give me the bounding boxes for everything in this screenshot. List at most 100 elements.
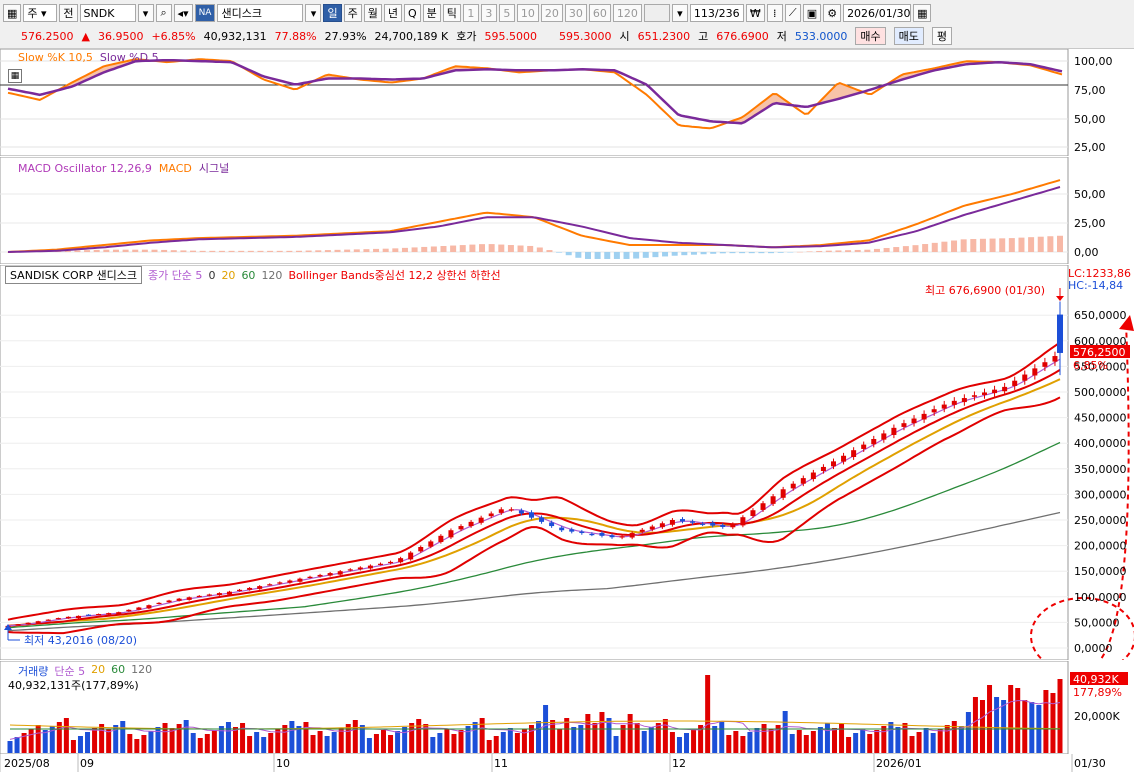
candle-body <box>649 526 655 530</box>
minute-button-1[interactable]: 1 <box>462 4 479 22</box>
volume-bar <box>979 700 985 753</box>
candle-body <box>1052 356 1058 362</box>
volume-bar <box>860 729 866 753</box>
period-button-quarter[interactable]: Q <box>403 4 421 22</box>
zoom-icon[interactable]: ₩ <box>745 4 765 22</box>
volume-bar <box>648 727 654 753</box>
minute-custom-input[interactable] <box>643 4 670 22</box>
sell-button[interactable]: 매도 <box>893 27 924 45</box>
layout-icon[interactable]: ▦ <box>3 4 22 22</box>
table-toggle-icon[interactable]: ▦ <box>8 69 22 83</box>
candle-body <box>377 563 383 565</box>
volume-bar <box>747 732 753 753</box>
name-input[interactable]: 샌디스크 <box>217 4 304 22</box>
gear-icon[interactable]: ⚙ <box>823 4 842 22</box>
volume-bar <box>430 737 436 753</box>
volume-value: 40,932,131 <box>203 29 267 43</box>
macd-osc-bar <box>806 251 813 252</box>
candle-body <box>96 614 102 616</box>
name-dropdown-icon[interactable]: ▾ <box>305 4 322 22</box>
calendar-icon[interactable]: ▦ <box>913 4 932 22</box>
price-grid <box>0 314 1068 649</box>
x-tick-label: 01/30 <box>1074 757 1106 770</box>
macd-osc-bar <box>960 239 967 252</box>
period-button-tick[interactable]: 틱 <box>442 4 461 22</box>
buy-button[interactable]: 매수 <box>855 27 886 45</box>
symbol-input[interactable]: SNDK <box>79 4 136 22</box>
candle-body <box>780 489 786 498</box>
macd-osc-bar <box>662 252 669 257</box>
candle-body <box>448 530 454 538</box>
candle-body <box>951 400 957 405</box>
volume-bar <box>388 735 394 753</box>
candle-body <box>750 510 756 516</box>
candle-body <box>327 573 333 576</box>
volume-bar <box>254 732 260 753</box>
candle-body <box>820 466 826 471</box>
volume-bar <box>987 685 993 753</box>
period-button-week[interactable]: 주 <box>343 4 362 22</box>
price-axis-label: 300,0000 <box>1074 488 1127 501</box>
volume-bar <box>472 722 478 753</box>
period-button-day[interactable]: 일 <box>323 4 342 22</box>
volume-bar <box>317 731 323 753</box>
market-select[interactable]: 주 ▾ <box>23 4 58 22</box>
volume-bar <box>698 725 704 753</box>
volume-bar <box>768 729 774 753</box>
candle-body <box>1042 362 1048 367</box>
volume-bar <box>395 731 401 753</box>
volume-bar <box>303 722 309 753</box>
symbol-dropdown-icon[interactable]: ▾ <box>137 4 154 22</box>
volume-ma5-line <box>9 700 1061 740</box>
period-button-minute[interactable]: 분 <box>422 4 441 22</box>
macd-osc-bar <box>488 244 495 252</box>
volume-bar <box>599 712 605 753</box>
minute-button-5[interactable]: 5 <box>498 4 515 22</box>
eval-button[interactable]: 평 <box>931 27 952 45</box>
minute-button-20[interactable]: 20 <box>540 4 563 22</box>
candle-body <box>881 433 887 440</box>
minute-button-3[interactable]: 3 <box>480 4 497 22</box>
lc-label: LC:1233,86 <box>1068 267 1131 280</box>
count-value: 113/236 <box>693 6 740 20</box>
type-button[interactable]: 전 <box>59 4 78 22</box>
macd-osc-bar <box>951 240 958 252</box>
minute-button-60[interactable]: 60 <box>588 4 611 22</box>
minute-button-10[interactable]: 10 <box>516 4 539 22</box>
macd-osc-bar <box>642 252 649 258</box>
candle-body <box>871 439 877 445</box>
volume-bar <box>444 729 450 753</box>
stochastic-legend: Slow %K 10,5 Slow %D 5 <box>18 51 159 64</box>
volume-bar <box>881 726 887 753</box>
macd-osc-bar <box>1057 235 1063 252</box>
minute-dropdown-icon[interactable]: ▾ <box>671 4 688 22</box>
minute-button-30[interactable]: 30 <box>564 4 587 22</box>
line-chart-icon[interactable]: ⟋ <box>784 4 801 22</box>
candle-body <box>438 535 444 543</box>
volume-bar <box>437 733 443 753</box>
quote-bar: 576.2500 ▲ 36.9500 +6.85% 40,932,131 77.… <box>3 27 952 45</box>
volume-bar <box>113 725 119 753</box>
macd-osc-bar <box>363 249 370 252</box>
legend-ma-10: 0 <box>208 268 216 282</box>
minute-button-120[interactable]: 120 <box>612 4 642 22</box>
count-input[interactable]: 113/236 <box>689 4 744 22</box>
volume-bar <box>85 732 91 753</box>
period-button-month[interactable]: 월 <box>363 4 382 22</box>
candle-body <box>357 567 363 570</box>
volume-bar <box>641 731 647 753</box>
speaker-icon[interactable]: ◂▾ <box>173 4 193 22</box>
macd-osc-bar <box>931 242 938 252</box>
candle-body <box>760 503 766 510</box>
candle-body <box>156 602 162 605</box>
candle-body <box>337 571 343 575</box>
date-input[interactable]: 2026/01/30 <box>843 4 912 22</box>
macd-grid <box>0 193 1068 253</box>
save-icon[interactable]: ▣ <box>802 4 822 22</box>
candle-type-icon[interactable]: ⁞ <box>766 4 783 22</box>
amount-value: 24,700,189 K <box>374 29 449 43</box>
search-icon[interactable]: ⌕ <box>155 4 172 22</box>
low-marker-icon <box>4 624 12 630</box>
period-button-year[interactable]: 년 <box>383 4 402 22</box>
macd-osc-bar <box>613 252 620 259</box>
